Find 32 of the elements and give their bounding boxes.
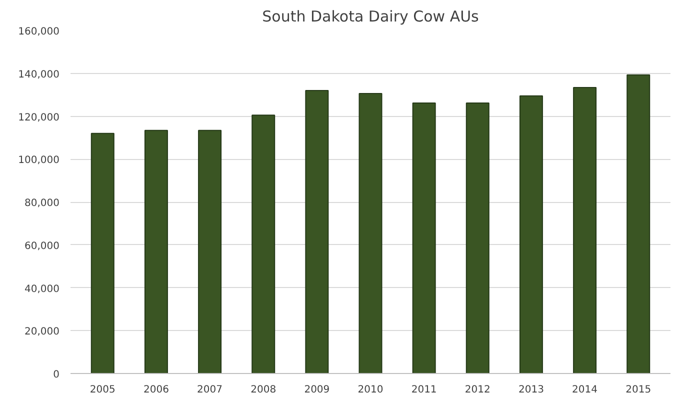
y-tick-label: 160,000 [18,26,60,38]
y-tick-label: 0 [53,370,60,380]
y-tick-label: 140,000 [18,69,60,80]
bar [412,102,436,374]
x-tick-label: 2015 [626,384,652,396]
x-tick-label: 2007 [197,384,223,396]
x-tick-label: 2008 [250,384,276,396]
bar [626,74,650,374]
bar [144,130,168,374]
chart-title: South Dakota Dairy Cow AUs [262,8,480,26]
x-tick-label: 2013 [518,384,544,396]
bar [252,114,276,374]
x-tick-label: 2010 [358,384,384,396]
y-tick-label: 40,000 [24,284,60,295]
bar [90,132,114,374]
bar [466,102,490,374]
x-tick-label: 2014 [572,384,598,396]
y-tick-label: 80,000 [24,198,60,209]
x-tick-label: 2011 [411,384,437,396]
x-tick-label: 2009 [304,384,330,396]
y-tick-label: 100,000 [18,155,60,166]
y-tick-label: 20,000 [24,326,60,338]
x-tick-label: 2012 [464,384,490,396]
y-tick-label: 60,000 [24,240,60,252]
x-tick-label: 2005 [90,384,116,396]
bar [305,90,329,374]
bar [198,130,222,374]
y-tick-label: 120,000 [18,112,60,124]
x-tick-label: 2006 [143,384,169,396]
bar [358,93,382,374]
bar [519,95,543,374]
bar [573,87,597,374]
